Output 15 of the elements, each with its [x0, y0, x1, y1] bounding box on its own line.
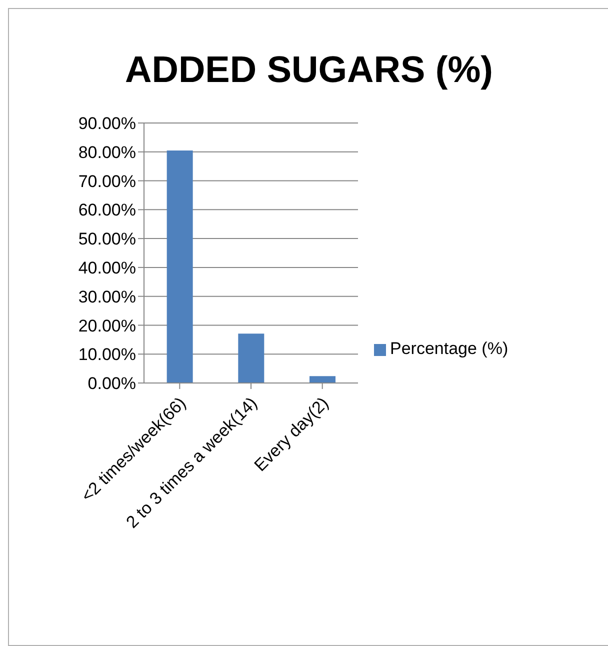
y-tick-label: 20.00%	[78, 316, 136, 336]
legend-label: Percentage (%)	[390, 339, 508, 358]
bar	[166, 150, 193, 383]
y-tick-label: 30.00%	[78, 287, 136, 306]
chart-title: ADDED SUGARS (%)	[124, 49, 494, 91]
y-tick-label: 40.00%	[78, 258, 136, 278]
y-tick-label: 0.00%	[88, 374, 136, 394]
y-tick-label: 60.00%	[78, 200, 136, 220]
bar	[238, 334, 264, 383]
y-tick-label: 90.00%	[78, 114, 136, 134]
bar	[309, 376, 336, 383]
y-tick-label: 70.00%	[78, 172, 136, 191]
y-tick-label: 80.00%	[78, 142, 136, 162]
y-tick-label: 50.00%	[78, 230, 136, 249]
y-tick-label: 10.00%	[78, 345, 136, 364]
